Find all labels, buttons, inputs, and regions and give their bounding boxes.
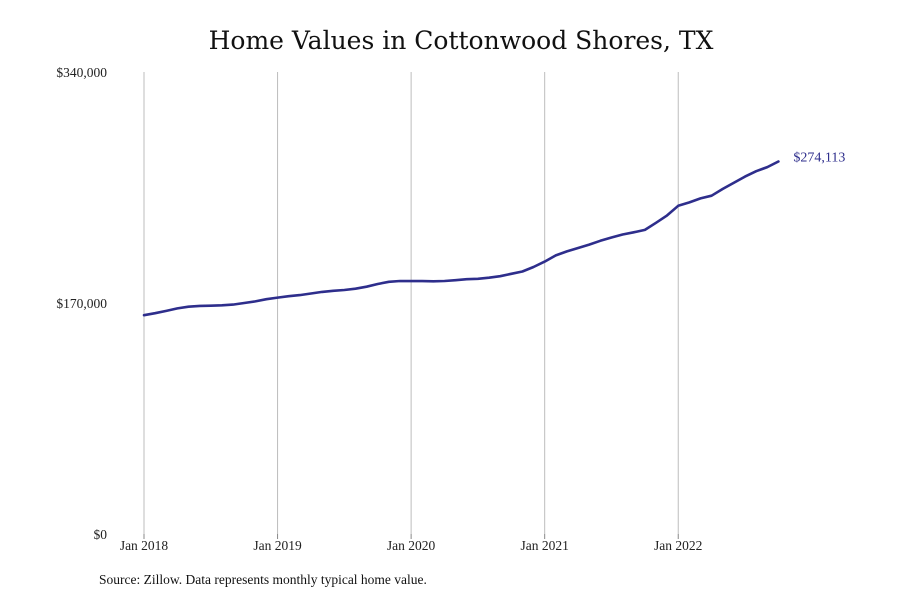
x-tick-label: Jan 2019 [253, 538, 302, 553]
series-layer [142, 160, 780, 317]
home-value-line [142, 160, 780, 317]
x-tick-label: Jan 2020 [387, 538, 436, 553]
y-axis-ticks: $0 $170,000 $340,000 [56, 65, 107, 542]
x-axis-ticks: Jan 2018 Jan 2019 Jan 2020 Jan 2021 Jan 2022 [120, 534, 702, 553]
end-value-label: $274,113 [793, 151, 845, 166]
y-tick-label: $0 [94, 527, 108, 542]
data-labels: $274,113 [793, 151, 845, 166]
y-tick-label: $340,000 [56, 65, 107, 80]
chart-title: Home Values in Cottonwood Shores, TX [208, 26, 714, 55]
x-tick-label: Jan 2021 [520, 538, 568, 553]
gridlines [143, 72, 679, 534]
x-tick-label: Jan 2018 [120, 538, 169, 553]
x-tick-label: Jan 2022 [654, 538, 702, 553]
source-note: Source: Zillow. Data represents monthly … [99, 572, 427, 587]
y-tick-label: $170,000 [56, 296, 107, 311]
